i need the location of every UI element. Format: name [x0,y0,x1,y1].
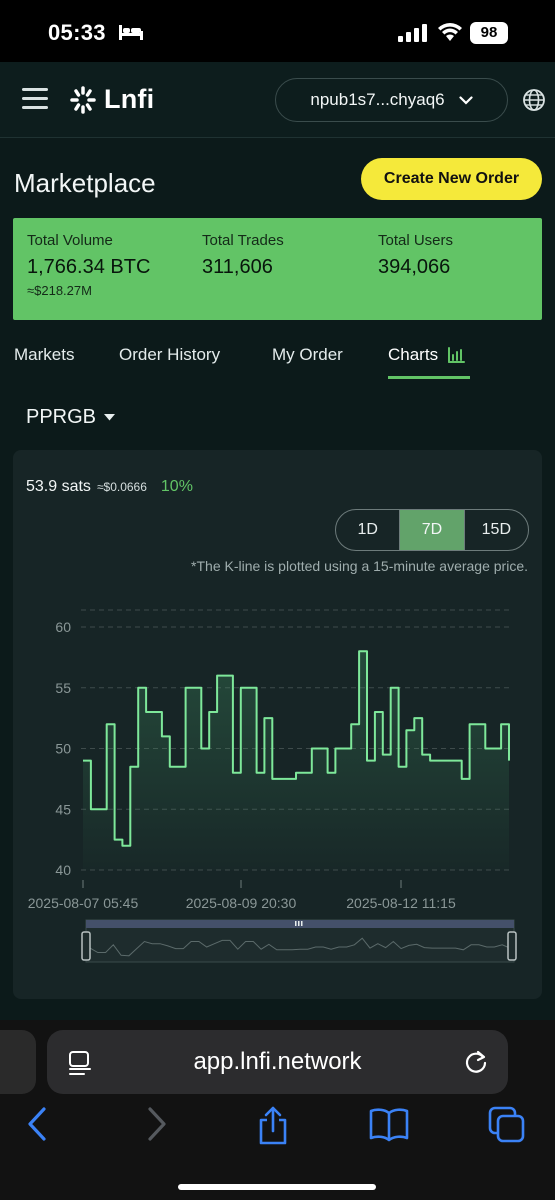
page-menu-icon[interactable] [67,1050,93,1076]
page-title: Marketplace [14,168,156,198]
slider-handle-left[interactable] [81,931,91,961]
browser-toolbar [0,1106,555,1156]
total-users-stat: Total Users 394,066 [378,232,453,279]
price-series-line [83,650,510,847]
y-tick-label: 60 [55,619,71,635]
stats-panel: Total Volume 1,766.34 BTC ≈$218.27M Tota… [13,218,542,320]
price-line-chart: 60 55 50 45 40 2025-08-07 05:45 2025-08-09 20… [28,609,517,963]
chart-card: 53.9 sats ≈$0.0666 10% 1D 7D 15D *The K-… [13,450,542,999]
y-tick-label: 55 [55,680,71,696]
total-volume-label: Total Volume [27,232,113,249]
slider-handle-right[interactable] [507,931,517,961]
browser-chrome: app.lnfi.network [0,1020,555,1200]
app-header: Lnfi npub1s7...chyaq6 [0,62,555,138]
tab-charts-label: Charts [388,345,439,364]
lnfi-logo[interactable]: Lnfi [68,84,154,115]
price-sats: 53.9 sats [26,478,91,495]
tab-charts[interactable]: Charts [388,345,466,365]
status-time: 05:33 [48,20,106,45]
address-bar[interactable]: app.lnfi.network [47,1030,508,1094]
pair-name: PPRGB [26,406,97,428]
range-1d-button[interactable]: 1D [336,510,401,550]
tab-markets[interactable]: Markets [14,345,75,364]
hamburger-menu-icon[interactable] [22,88,48,110]
y-tick-label: 45 [55,801,71,817]
range-7d-button[interactable]: 7D [400,510,465,550]
y-tick-label: 40 [55,862,71,878]
status-bar: 05:33 98 [0,0,555,62]
tab-bar: Markets Order History My Order Charts [0,340,555,380]
x-tick-label: 2025-08-07 05:45 [28,895,139,911]
home-indicator [178,1184,376,1190]
active-tab-indicator [388,376,470,379]
sleep-focus-icon [119,25,143,40]
account-selector[interactable]: npub1s7...chyaq6 [275,78,508,122]
kline-note: *The K-line is plotted using a 15-minute… [191,558,528,574]
cellular-signal-icon [398,24,427,42]
price-change: 10% [160,478,193,495]
globe-icon[interactable] [522,88,546,112]
wifi-icon [438,23,462,41]
chart-zoom-slider[interactable] [81,919,517,963]
total-volume-stat: Total Volume 1,766.34 BTC ≈$218.27M [27,232,150,298]
bookmarks-icon[interactable] [369,1106,409,1142]
tab-my-order[interactable]: My Order [272,345,343,364]
back-arrow-icon[interactable] [26,1106,48,1142]
price-area-fill [83,651,509,870]
url-text: app.lnfi.network [193,1048,362,1075]
tab-order-history[interactable]: Order History [119,345,221,364]
total-volume-value: 1,766.34 BTC [27,256,151,278]
account-id: npub1s7...chyaq6 [310,90,445,109]
share-icon[interactable] [257,1106,289,1146]
pair-selector[interactable]: PPRGB [26,406,116,429]
reload-icon[interactable] [462,1048,490,1076]
total-users-label: Total Users [378,232,454,249]
caret-down-icon [104,414,116,421]
forward-arrow-icon[interactable] [146,1106,168,1142]
total-trades-stat: Total Trades 311,606 [202,232,284,279]
chevron-down-icon [459,95,473,105]
range-15d-button[interactable]: 15D [481,521,511,538]
create-new-order-button[interactable]: Create New Order [361,158,542,200]
total-volume-usd: ≈$218.27M [27,283,92,298]
price-usd: ≈$0.0666 [96,480,147,494]
time-range-selector: 1D 7D 15D [335,509,529,551]
x-tick-label: 2025-08-12 11:15 [346,895,456,911]
tabs-overview-icon[interactable] [488,1106,526,1144]
previous-tab-peek[interactable] [0,1030,36,1094]
bar-chart-icon [448,347,466,363]
total-trades-label: Total Trades [202,232,284,249]
total-users-value: 394,066 [378,256,451,278]
battery-indicator: 98 [470,22,508,44]
y-tick-label: 50 [55,741,71,757]
price-row: 53.9 sats ≈$0.0666 10% [26,478,193,496]
logo-text: Lnfi [104,84,155,114]
total-trades-value: 311,606 [202,256,273,278]
mini-overview-line [89,937,511,957]
slider-grip-icon[interactable] [295,921,303,926]
lnfi-logo-mark-icon [70,85,96,114]
x-tick-label: 2025-08-09 20:30 [186,895,297,911]
